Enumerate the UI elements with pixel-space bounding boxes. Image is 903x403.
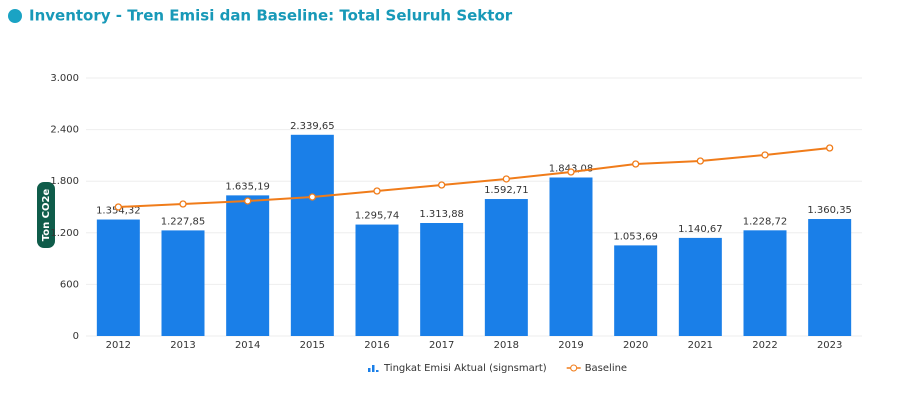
title-icon xyxy=(8,9,22,23)
x-tick-label: 2023 xyxy=(817,340,842,351)
legend-icon xyxy=(372,365,375,372)
bar xyxy=(484,199,528,336)
line-marker xyxy=(244,197,252,205)
data-label: 1.228,72 xyxy=(743,216,788,227)
x-tick-label: 2021 xyxy=(688,340,713,351)
y-axis-label: Ton CO2e xyxy=(41,189,52,242)
line-marker xyxy=(179,200,187,208)
bar xyxy=(549,177,593,336)
y-tick-label: 0 xyxy=(73,331,79,342)
x-tick-label: 2018 xyxy=(494,340,519,351)
data-label: 2.339,65 xyxy=(290,121,335,132)
x-tick-label: 2012 xyxy=(106,340,131,351)
bar xyxy=(614,245,658,336)
line-marker xyxy=(502,175,510,183)
data-label: 1.635,19 xyxy=(225,181,270,192)
data-label: 1.140,67 xyxy=(678,224,723,235)
x-tick-label: 2017 xyxy=(429,340,454,351)
y-tick-label: 1.200 xyxy=(50,228,79,239)
legend-icon xyxy=(570,364,578,372)
x-tick-label: 2015 xyxy=(300,340,325,351)
data-label: 1.053,69 xyxy=(613,231,658,242)
y-tick-label: 3.000 xyxy=(50,73,79,84)
line xyxy=(118,147,830,208)
x-tick-label: 2019 xyxy=(558,340,583,351)
bar xyxy=(355,224,399,336)
line-marker xyxy=(761,151,769,159)
bar xyxy=(678,237,722,336)
y-tick-label: 600 xyxy=(60,279,79,290)
bar xyxy=(290,134,334,336)
x-tick-label: 2020 xyxy=(623,340,648,351)
legend-icon xyxy=(368,368,371,372)
legend-label: Baseline xyxy=(585,363,627,374)
bar xyxy=(161,230,205,336)
y-tick-label: 1.800 xyxy=(50,176,79,187)
line-marker xyxy=(438,181,446,189)
chart-title: Inventory - Tren Emisi dan Baseline: Tot… xyxy=(29,7,513,25)
x-tick-label: 2022 xyxy=(752,340,777,351)
y-tick-label: 2.400 xyxy=(50,125,79,136)
bar xyxy=(808,219,852,336)
y-label-badge xyxy=(37,182,55,248)
line-marker xyxy=(114,203,122,211)
line-marker xyxy=(567,168,575,176)
data-label: 1.227,85 xyxy=(161,216,206,227)
bar xyxy=(96,219,140,336)
x-tick-label: 2014 xyxy=(235,340,260,351)
data-label: 1.313,88 xyxy=(419,209,464,220)
x-tick-label: 2016 xyxy=(364,340,389,351)
data-label: 1.360,35 xyxy=(807,205,852,216)
bar xyxy=(743,230,787,336)
line-marker xyxy=(373,187,381,195)
x-tick-label: 2013 xyxy=(170,340,195,351)
bar xyxy=(420,223,464,336)
legend-icon xyxy=(376,370,379,372)
data-label: 1.295,74 xyxy=(355,211,400,222)
line-marker xyxy=(826,144,834,152)
data-label: 1.592,71 xyxy=(484,185,529,196)
data-label: 1.354,32 xyxy=(96,206,141,217)
line-marker xyxy=(308,193,316,201)
legend-label: Tingkat Emisi Aktual (signsmart) xyxy=(383,363,547,374)
bar xyxy=(226,195,270,336)
line-marker xyxy=(696,157,704,165)
line-marker xyxy=(632,160,640,168)
